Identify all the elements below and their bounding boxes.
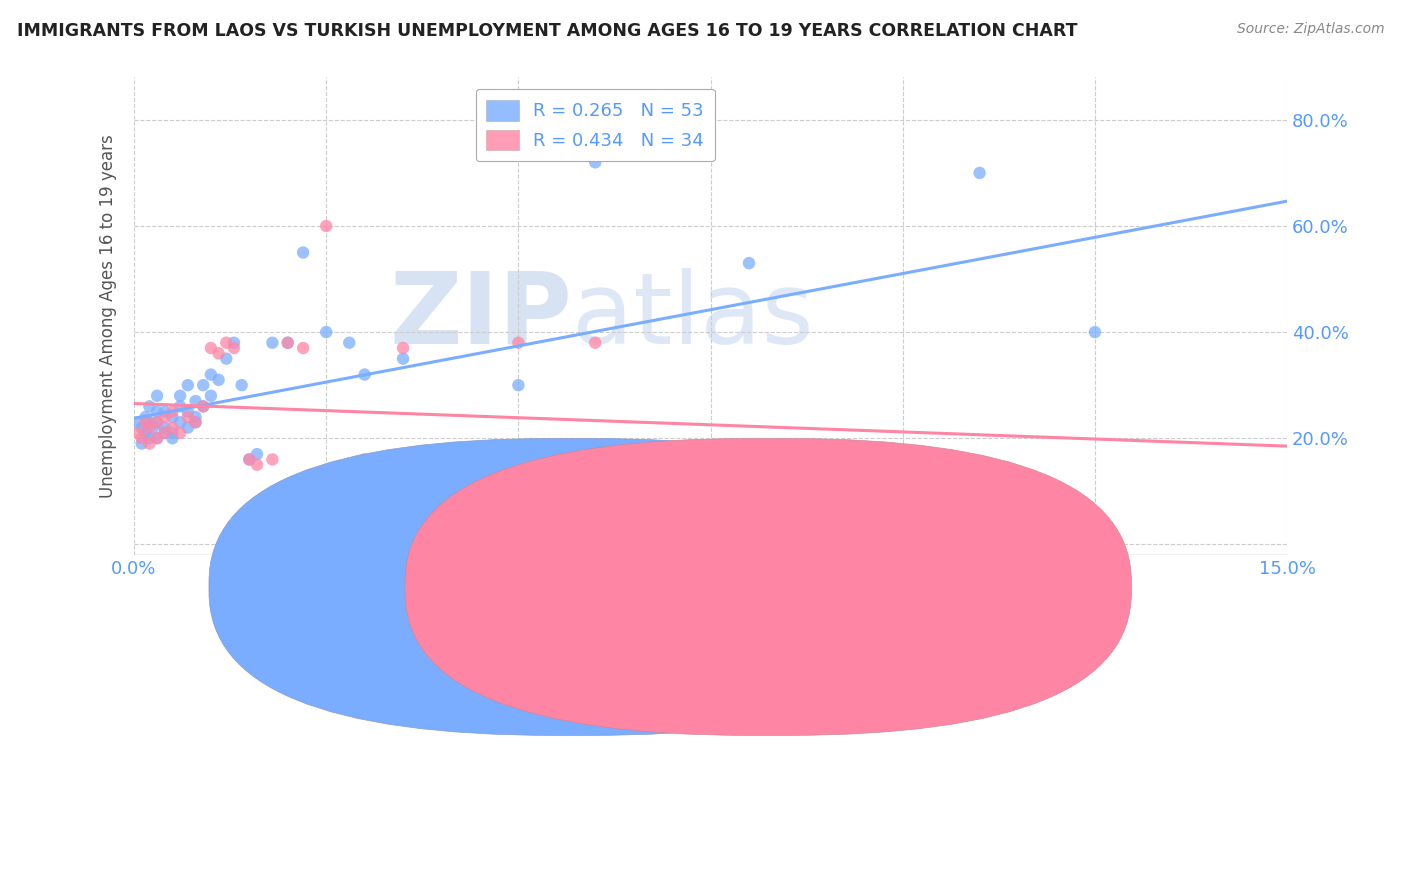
Point: [738, 256, 761, 270]
Point: [238, 452, 260, 467]
Point: [184, 415, 207, 429]
Point: [153, 405, 176, 419]
FancyBboxPatch shape: [405, 439, 1132, 735]
Point: [138, 436, 160, 450]
Point: [146, 415, 169, 429]
Point: [315, 219, 337, 233]
Point: [169, 389, 191, 403]
Point: [135, 409, 157, 424]
Point: [184, 394, 207, 409]
Point: [508, 378, 530, 392]
Point: [392, 351, 415, 366]
Point: [246, 447, 269, 461]
Point: [138, 400, 160, 414]
Point: [184, 409, 207, 424]
Point: [292, 245, 315, 260]
Point: [142, 420, 165, 434]
Point: [146, 389, 169, 403]
Point: [193, 400, 215, 414]
Point: [277, 335, 299, 350]
Point: [353, 368, 375, 382]
Point: [193, 378, 215, 392]
Text: atlas: atlas: [572, 268, 814, 365]
Point: [315, 325, 337, 339]
Text: ZIP: ZIP: [389, 268, 572, 365]
Point: [162, 409, 184, 424]
Point: [699, 484, 721, 499]
Point: [146, 431, 169, 445]
Point: [135, 415, 157, 429]
Point: [337, 335, 360, 350]
Point: [222, 335, 245, 350]
Point: [200, 341, 222, 355]
Point: [184, 415, 207, 429]
Point: [262, 335, 284, 350]
Text: Immigrants from Laos         Turks: Immigrants from Laos Turks: [551, 583, 870, 601]
Point: [146, 415, 169, 429]
Point: [131, 420, 153, 434]
Point: [262, 452, 284, 467]
Point: [430, 463, 453, 477]
Point: [853, 452, 876, 467]
Point: [138, 420, 160, 434]
Point: [146, 405, 169, 419]
Point: [238, 452, 260, 467]
Legend: R = 0.265   N = 53, R = 0.434   N = 34: R = 0.265 N = 53, R = 0.434 N = 34: [475, 89, 714, 161]
Point: [153, 425, 176, 440]
Y-axis label: Unemployment Among Ages 16 to 19 years: Unemployment Among Ages 16 to 19 years: [100, 135, 117, 498]
Point: [200, 389, 222, 403]
Point: [207, 373, 229, 387]
Point: [546, 463, 568, 477]
Point: [222, 341, 245, 355]
Point: [193, 400, 215, 414]
Point: [583, 155, 606, 169]
Point: [177, 420, 200, 434]
Point: [146, 431, 169, 445]
Point: [546, 447, 568, 461]
Point: [177, 409, 200, 424]
Point: [162, 425, 184, 440]
Point: [508, 335, 530, 350]
Point: [392, 341, 415, 355]
Point: [215, 335, 238, 350]
Point: [231, 378, 253, 392]
Point: [583, 335, 606, 350]
Point: [177, 405, 200, 419]
Point: [969, 166, 991, 180]
Point: [138, 431, 160, 445]
Point: [162, 405, 184, 419]
Point: [1084, 325, 1107, 339]
Text: IMMIGRANTS FROM LAOS VS TURKISH UNEMPLOYMENT AMONG AGES 16 TO 19 YEARS CORRELATI: IMMIGRANTS FROM LAOS VS TURKISH UNEMPLOY…: [17, 22, 1077, 40]
Point: [162, 431, 184, 445]
Point: [446, 452, 468, 467]
Point: [200, 368, 222, 382]
Point: [131, 436, 153, 450]
Point: [292, 341, 315, 355]
Point: [153, 409, 176, 424]
Point: [131, 431, 153, 445]
Point: [153, 425, 176, 440]
Point: [169, 415, 191, 429]
FancyBboxPatch shape: [209, 439, 935, 735]
Point: [353, 452, 375, 467]
Point: [135, 425, 157, 440]
Point: [177, 378, 200, 392]
Point: [246, 458, 269, 472]
Point: [207, 346, 229, 360]
Point: [169, 425, 191, 440]
Point: [127, 425, 149, 440]
Point: [215, 351, 238, 366]
Point: [127, 415, 149, 429]
Point: [776, 474, 799, 488]
Point: [277, 335, 299, 350]
Point: [162, 420, 184, 434]
Point: [153, 420, 176, 434]
Point: [337, 458, 360, 472]
Text: Source: ZipAtlas.com: Source: ZipAtlas.com: [1237, 22, 1385, 37]
Point: [169, 400, 191, 414]
Point: [138, 415, 160, 429]
